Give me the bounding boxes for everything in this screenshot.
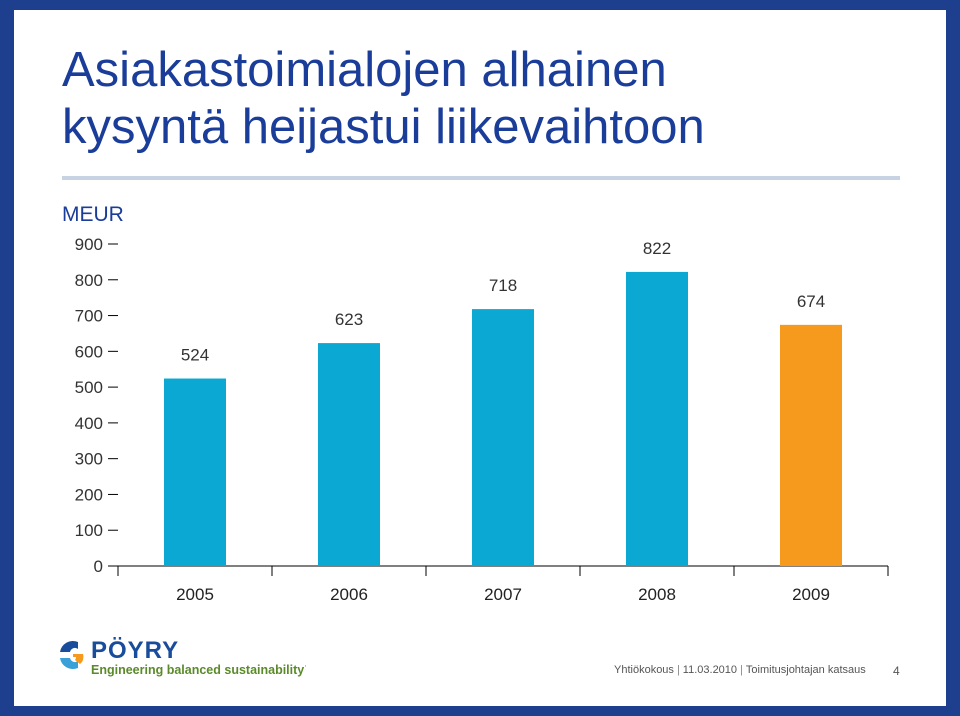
bar-2009: [780, 324, 842, 566]
poyry-logo-graphic: PÖYRY Engineering balanced sustainabilit…: [60, 637, 317, 677]
x-tick-label-2005: 2005: [176, 585, 214, 604]
data-label-2006: 623: [335, 310, 363, 329]
x-tick-label-2009: 2009: [792, 585, 830, 604]
page-number: 4: [893, 664, 900, 678]
bar-2007: [472, 309, 534, 566]
footer-meeting: Yhtiökokous: [614, 664, 674, 676]
data-label-2009: 674: [797, 292, 825, 311]
y-tick-label: 400: [75, 414, 103, 433]
logo-tagline-text: Engineering balanced sustainability™: [91, 663, 306, 677]
footer-date: 11.03.2010: [682, 664, 738, 676]
bar-2005: [164, 378, 226, 566]
footer-section: Toimitusjohtajan katsaus: [745, 664, 866, 676]
title-line-2: kysyntä heijastui liikevaihtoon: [62, 100, 705, 154]
data-label-2008: 822: [643, 239, 671, 258]
y-tick-label: 900: [75, 235, 103, 254]
y-axis-unit-label: MEUR: [62, 203, 124, 226]
y-tick-label: 600: [75, 342, 103, 361]
y-tick-label: 700: [75, 307, 103, 326]
bar-2008: [626, 271, 688, 566]
y-tick-label: 500: [75, 378, 103, 397]
bar-2006: [318, 343, 380, 566]
y-tick-label: 100: [75, 521, 103, 540]
y-tick-label: 200: [75, 485, 103, 504]
logo-brand-text: PÖYRY: [91, 637, 179, 664]
x-tick-label-2008: 2008: [638, 585, 676, 604]
y-tick-label: 300: [75, 450, 103, 469]
x-tick-label-2007: 2007: [484, 585, 522, 604]
title-divider: [62, 176, 900, 180]
y-tick-label: 800: [75, 271, 103, 290]
y-tick-label: 0: [94, 557, 103, 576]
slide-title: Asiakastoimialojen alhainen kysyntä heij…: [62, 42, 902, 156]
poyry-emblem-icon: [60, 640, 84, 670]
x-tick-label-2006: 2006: [330, 585, 368, 604]
data-label-2005: 524: [181, 346, 209, 365]
poyry-logo: PÖYRY Engineering balanced sustainabilit…: [56, 636, 317, 691]
data-label-2007: 718: [489, 276, 517, 295]
title-line-1: Asiakastoimialojen alhainen: [62, 43, 667, 97]
slide-footer: Yhtiökokous | 11.03.2010 | Toimitusjohtajan …: [614, 664, 866, 676]
